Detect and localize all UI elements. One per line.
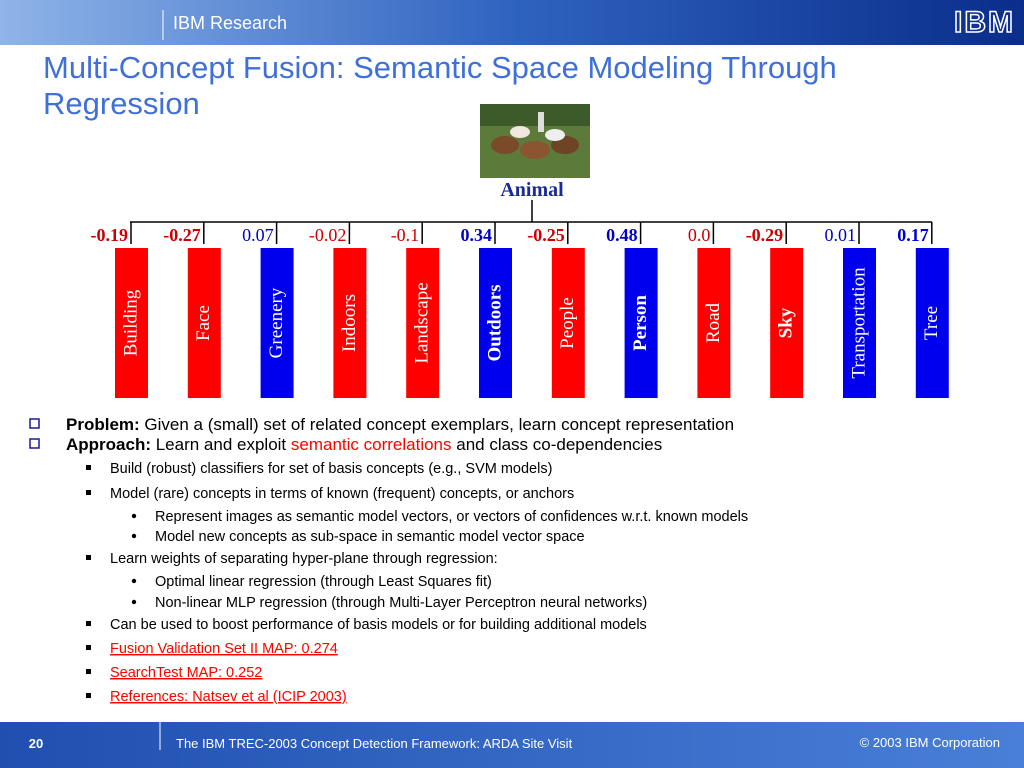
weight: 0.07 [242, 225, 274, 245]
concept-label: Greenery [266, 287, 287, 358]
text-span: Approach: [66, 435, 151, 454]
concept-label: Landscape [412, 282, 433, 363]
concept-box [770, 248, 804, 398]
text-span: Problem: [66, 415, 140, 434]
weight: 0.01 [825, 225, 857, 245]
concept-label: Sky [776, 307, 797, 338]
concept-box [697, 248, 731, 398]
weight: 0.0 [688, 225, 711, 245]
concept-label: Person [630, 295, 651, 351]
bullet-text: Build (robust) classifiers for set of ba… [110, 461, 552, 477]
weight: -0.27 [163, 225, 201, 245]
page-number: 20 [29, 736, 43, 751]
link[interactable]: References: Natsev et al (ICIP 2003) [110, 689, 347, 705]
bullet-marker [86, 645, 91, 650]
concept-box [187, 248, 221, 398]
bullet-text: Represent images as semantic model vecto… [155, 509, 748, 525]
bullet-marker [86, 693, 91, 698]
bullet-text: Optimal linear regression (through Least… [155, 574, 492, 590]
bullet-text: Learn weights of separating hyper-plane … [110, 551, 498, 567]
text-span: Model (rare) concepts in terms of known … [110, 486, 574, 502]
bullet-marker [29, 438, 40, 449]
weight: -0.1 [391, 225, 420, 245]
weight: -0.19 [91, 225, 129, 245]
bullet-text: Problem: Given a (small) set of related … [66, 415, 734, 434]
bullet-text: Model new concepts as sub-space in seman… [155, 529, 585, 545]
bullet-text: Model (rare) concepts in terms of known … [110, 486, 574, 502]
text-span: Represent images as semantic model vecto… [155, 509, 748, 525]
text-span: Non-linear MLP regression (through Multi… [155, 595, 647, 611]
bullet-marker [131, 599, 137, 605]
weight: -0.25 [527, 225, 565, 245]
footer-bar [0, 722, 1024, 768]
logo: IBM [954, 6, 1015, 39]
concept-label: Transportation [848, 267, 869, 379]
concept-box [260, 248, 294, 398]
concept-box [843, 248, 876, 398]
bullet-marker [29, 418, 40, 429]
concept-box [406, 248, 440, 398]
concept-box [115, 248, 148, 398]
text-span: semantic correlations [291, 435, 452, 454]
text-span: Given a (small) set of related concept e… [140, 415, 734, 434]
bullet-text: Fusion Validation Set II MAP: 0.274 [110, 641, 338, 657]
title-line: Regression [43, 86, 200, 121]
bullet-marker [131, 513, 137, 519]
concept-label: Road [703, 302, 724, 343]
concept-label: People [557, 297, 578, 349]
concept-label: Building [120, 289, 141, 356]
bullet-text: Can be used to boost performance of basi… [110, 617, 647, 633]
animal-image [480, 104, 590, 178]
bullet-marker [86, 490, 91, 495]
header-bar [0, 0, 1024, 45]
link[interactable]: SearchTest MAP: 0.252 [110, 665, 262, 681]
text-span: Learn and exploit [151, 435, 291, 454]
bullet-text: References: Natsev et al (ICIP 2003) [110, 689, 347, 705]
footer-copyright: © 2003 IBM Corporation [860, 735, 1000, 750]
bullet-marker [131, 533, 137, 539]
concept-box [479, 248, 512, 398]
text-span: and class co-dependencies [452, 435, 663, 454]
concept-box [551, 248, 585, 398]
text-span: Learn weights of separating hyper-plane … [110, 551, 498, 567]
weight: 0.17 [897, 225, 929, 245]
root-label: Animal [500, 179, 564, 201]
bullet-marker [86, 669, 91, 674]
weight: 0.48 [606, 225, 638, 245]
title-line: Multi-Concept Fusion: Semantic Space Mod… [43, 50, 837, 85]
bullet-text: SearchTest MAP: 0.252 [110, 665, 262, 681]
bullet-marker [86, 465, 91, 470]
concept-label: Indoors [339, 294, 360, 352]
text-span: Build (robust) classifiers for set of ba… [110, 461, 552, 477]
bullet-text: Approach: Learn and exploit semantic cor… [66, 435, 662, 454]
concept-box [624, 248, 658, 398]
bullet-marker [131, 578, 137, 584]
weight: -0.29 [746, 225, 784, 245]
text-span: Model new concepts as sub-space in seman… [155, 529, 585, 545]
link[interactable]: Fusion Validation Set II MAP: 0.274 [110, 641, 338, 657]
concept-box [333, 248, 367, 398]
footer-event: The IBM TREC-2003 Concept Detection Fram… [176, 736, 573, 751]
concept-label: Outdoors [484, 284, 505, 361]
concept-label: Tree [921, 306, 942, 340]
concept-label: Face [193, 305, 214, 341]
text-span: Optimal linear regression (through Least… [155, 574, 492, 590]
weight: 0.34 [461, 225, 493, 245]
bullet-marker [86, 555, 91, 560]
bullet-marker [86, 621, 91, 626]
concept-box [915, 248, 949, 398]
header-org: IBM Research [173, 13, 287, 33]
text-span: Can be used to boost performance of basi… [110, 617, 647, 633]
bullet-text: Non-linear MLP regression (through Multi… [155, 595, 647, 611]
weight: -0.02 [309, 225, 347, 245]
